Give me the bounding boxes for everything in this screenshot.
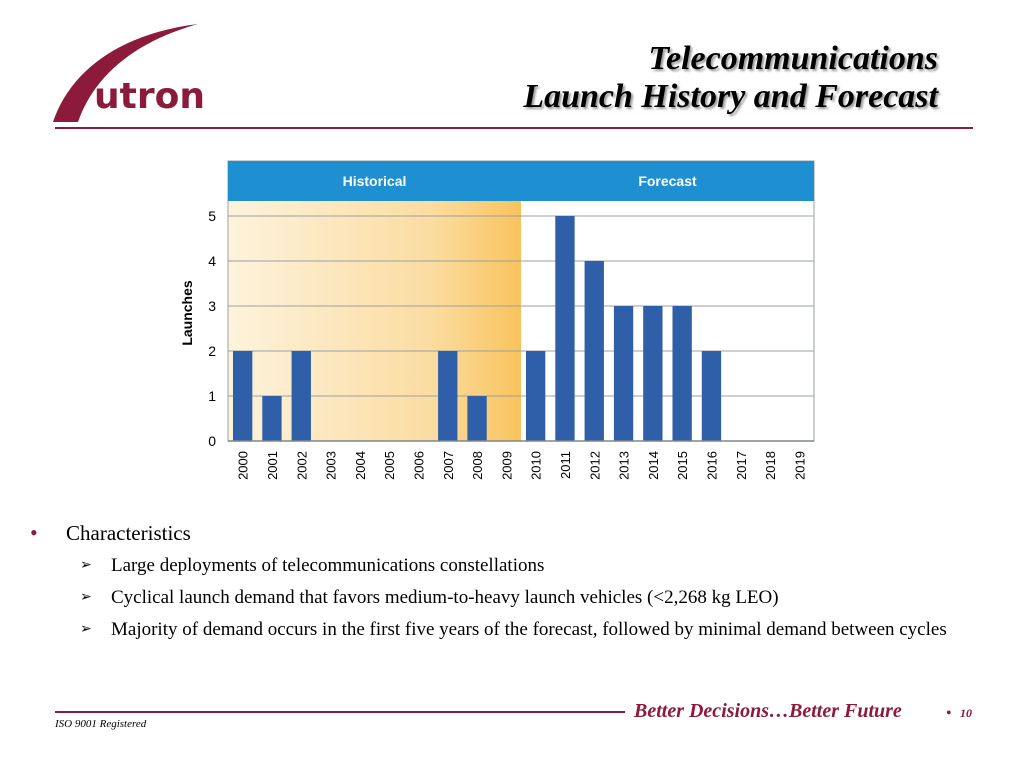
x-tick-label: 2002 [294,451,309,480]
page-title: Telecommunications Launch History and Fo… [523,40,938,116]
x-tick-label: 2006 [411,451,426,480]
region-header [228,161,521,201]
x-tick-label: 2001 [265,451,280,480]
bar [643,306,663,441]
bar [555,216,575,441]
x-tick-label: 2014 [646,451,661,480]
title-line-2: Launch History and Forecast [523,78,938,115]
bar [613,306,634,441]
x-tick-label: 2019 [792,451,807,480]
region-label: Forecast [638,173,697,189]
bar [232,351,253,441]
x-tick-label: 2011 [558,451,573,479]
bar [701,351,722,441]
y-tick-label: 0 [208,433,216,449]
logo-swoosh-icon [53,24,198,122]
footer-tagline: Better Decisions…Better Future [634,700,902,722]
bullet-heading-text: Characteristics [66,521,191,545]
bar [291,351,311,441]
y-tick-label: 2 [208,343,216,359]
x-tick-label: 2017 [734,451,749,480]
x-tick-label: 2010 [529,451,544,480]
x-tick-label: 2013 [617,451,632,480]
footer-divider [55,711,625,713]
x-tick-label: 2018 [763,451,778,480]
y-tick-label: 5 [208,208,216,224]
bullet-dot-icon: • [30,520,38,545]
arrow-bullet-icon: ➢ [80,590,92,605]
arrow-bullet-icon: ➢ [80,558,92,573]
bar [584,261,604,441]
futron-logo: utron [53,24,205,122]
y-tick-label: 1 [208,388,216,404]
footer-separator: • [946,705,952,722]
bar [525,351,546,441]
bar [672,306,692,441]
logo-text: utron [94,76,205,117]
title-line-1: Telecommunications [648,40,938,77]
title-divider [55,127,973,129]
iso-registration: ISO 9001 Registered [55,718,147,730]
bar [262,396,282,441]
y-tick-label: 4 [208,253,216,269]
bullet-item-text: Cyclical launch demand that favors mediu… [111,587,779,608]
bullet-heading: • Characteristics [30,518,990,548]
region-label: Historical [343,173,407,189]
x-tick-label: 2005 [382,451,397,480]
y-tick-label: 3 [208,298,216,314]
y-axis-label: Launches [179,280,195,346]
bullet-item-text: Large deployments of telecommunications … [111,555,545,576]
x-tick-label: 2012 [587,451,602,480]
x-tick-label: 2009 [499,451,514,480]
x-tick-label: 2016 [704,451,719,480]
x-tick-label: 2015 [675,451,690,480]
bullet-item: ➢ Cyclical launch demand that favors med… [30,584,990,612]
page-number: 10 [960,706,972,720]
arrow-bullet-icon: ➢ [80,622,92,637]
bullet-list: • Characteristics ➢ Large deployments of… [30,518,990,644]
x-tick-label: 2007 [441,451,456,480]
x-tick-label: 2000 [236,451,251,480]
bullet-item: ➢ Majority of demand occurs in the first… [30,616,990,644]
bar [438,351,458,441]
bullet-item: ➢ Large deployments of telecommunication… [30,552,990,580]
x-tick-label: 2004 [353,451,368,480]
x-tick-label: 2008 [470,451,485,480]
bullet-item-text: Majority of demand occurs in the first f… [111,619,947,640]
region-header [521,161,814,201]
x-tick-label: 2003 [324,451,339,480]
launch-chart: Historical Forecast 0 1 2 3 4 5 2000 2001 2002 20… [179,160,815,480]
bar [467,396,487,441]
